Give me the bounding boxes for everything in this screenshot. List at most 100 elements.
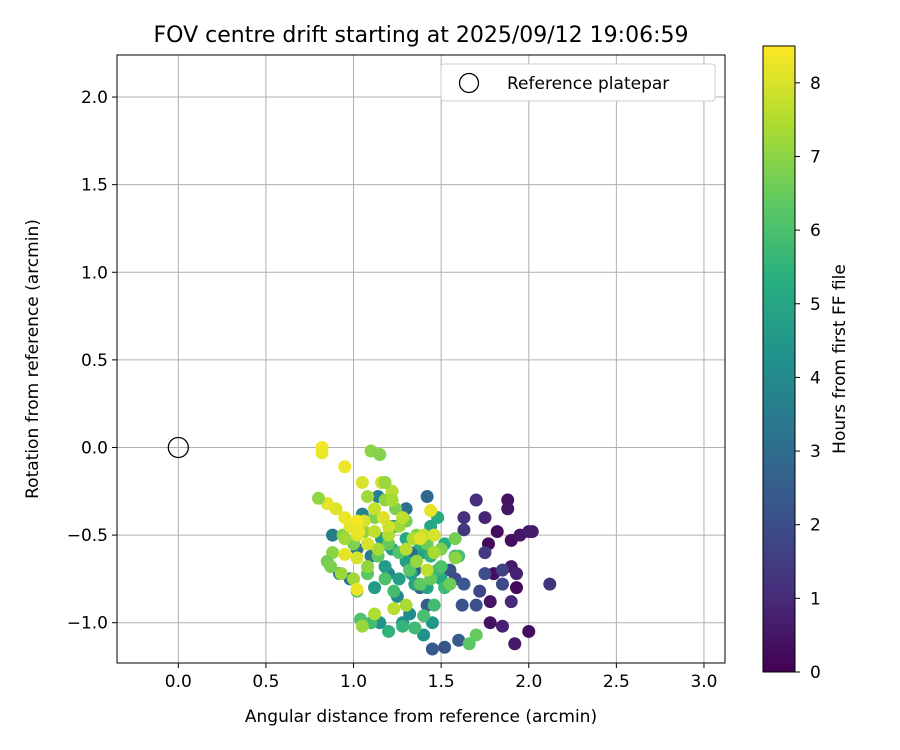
x-tick-label: 0.0 xyxy=(165,672,192,692)
data-point xyxy=(478,567,492,581)
data-point xyxy=(504,595,518,609)
data-point xyxy=(413,577,427,591)
colorbar-tick-label: 6 xyxy=(810,221,821,241)
data-point xyxy=(469,493,483,507)
data-point xyxy=(382,624,396,638)
data-point xyxy=(478,546,492,560)
legend-label-reference-platepar: Reference platepar xyxy=(507,74,669,94)
y-tick-label: 2.0 xyxy=(81,88,108,108)
data-point xyxy=(387,584,401,598)
data-point xyxy=(350,582,364,596)
data-point xyxy=(352,525,366,539)
data-point xyxy=(396,511,410,525)
data-point xyxy=(417,609,431,623)
legend-marker-reference-platepar xyxy=(458,72,480,94)
data-point xyxy=(457,523,471,537)
data-point xyxy=(378,560,392,574)
data-point xyxy=(495,577,509,591)
data-point xyxy=(373,447,387,461)
colorbar-tick-label: 3 xyxy=(810,442,821,462)
x-tick-label: 2.5 xyxy=(603,672,630,692)
data-point xyxy=(387,602,401,616)
data-points xyxy=(311,440,557,656)
data-point xyxy=(425,616,439,630)
data-point xyxy=(525,525,539,539)
data-point xyxy=(495,563,509,577)
data-point xyxy=(361,490,375,504)
data-point xyxy=(371,542,385,556)
data-point xyxy=(378,476,392,490)
data-point xyxy=(338,547,352,561)
colorbar-gradient xyxy=(762,45,796,673)
data-point xyxy=(315,446,329,460)
data-point xyxy=(495,619,509,633)
data-point xyxy=(508,637,522,651)
colorbar-tick-label: 2 xyxy=(810,516,821,536)
data-point xyxy=(355,619,369,633)
data-point xyxy=(392,572,406,586)
legend: Reference platepar xyxy=(440,63,716,102)
data-point xyxy=(483,595,497,609)
data-point xyxy=(457,577,471,591)
data-point xyxy=(413,532,427,546)
colorbar-tick-label: 5 xyxy=(810,295,821,315)
data-point xyxy=(509,581,523,595)
data-point xyxy=(501,502,515,516)
y-tick-label: −0.5 xyxy=(67,526,108,546)
x-tick-label: 3.0 xyxy=(690,672,717,692)
data-point xyxy=(438,640,452,654)
data-point xyxy=(509,567,523,581)
data-point xyxy=(399,598,413,612)
data-point xyxy=(424,504,438,518)
data-point xyxy=(350,514,364,528)
y-tick-label: −1.0 xyxy=(67,614,108,634)
data-point xyxy=(434,560,448,574)
colorbar-tick-label: 8 xyxy=(810,74,821,94)
data-point xyxy=(355,476,369,490)
y-tick-label: 1.5 xyxy=(81,176,108,196)
colorbar-label: Hours from first FF file xyxy=(830,264,850,454)
data-point xyxy=(457,511,471,525)
data-point xyxy=(469,598,483,612)
data-point xyxy=(478,511,492,525)
data-point xyxy=(361,560,375,574)
x-tick-label: 1.5 xyxy=(428,672,455,692)
plot-area-frame xyxy=(116,54,726,664)
data-point xyxy=(427,598,441,612)
x-tick-label: 1.0 xyxy=(340,672,367,692)
chart-title: FOV centre drift starting at 2025/09/12 … xyxy=(154,23,689,48)
data-point xyxy=(522,624,536,638)
data-point xyxy=(324,560,338,574)
data-point xyxy=(338,460,352,474)
data-point xyxy=(361,537,375,551)
x-axis-ticks: 0.0 0.5 1.0 1.5 2.0 2.5 3.0 xyxy=(165,663,717,692)
data-point xyxy=(417,628,431,642)
data-point xyxy=(443,577,457,591)
data-point xyxy=(399,542,413,556)
colorbar-tick-label: 4 xyxy=(810,368,821,388)
data-point xyxy=(368,502,382,516)
data-point xyxy=(350,551,364,565)
data-point xyxy=(455,598,469,612)
data-point xyxy=(473,584,487,598)
data-point xyxy=(448,532,462,546)
data-point xyxy=(427,528,441,542)
colorbar-tick-label: 0 xyxy=(810,663,821,683)
data-point xyxy=(452,633,466,647)
data-point xyxy=(403,563,417,577)
data-point xyxy=(368,581,382,595)
data-point xyxy=(408,621,422,635)
data-point xyxy=(338,532,352,546)
data-point xyxy=(338,511,352,525)
data-point xyxy=(311,491,325,505)
data-point xyxy=(543,577,557,591)
data-point xyxy=(420,563,434,577)
data-point xyxy=(368,525,382,539)
data-point xyxy=(326,528,340,542)
x-tick-label: 2.0 xyxy=(515,672,542,692)
data-point xyxy=(490,525,504,539)
data-point xyxy=(448,551,462,565)
data-point xyxy=(425,642,439,656)
data-point xyxy=(462,637,476,651)
data-point xyxy=(382,519,396,533)
